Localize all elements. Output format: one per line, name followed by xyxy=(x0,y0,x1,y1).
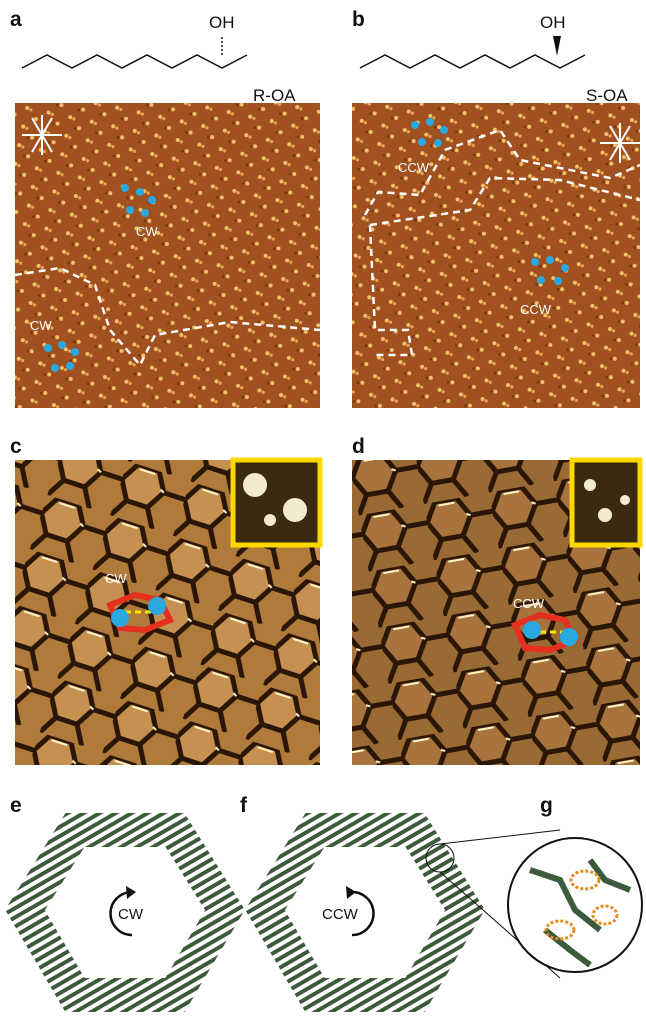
domain-label: CCW xyxy=(520,302,552,317)
panel-label: c xyxy=(10,435,22,458)
panel-label: b xyxy=(352,8,365,31)
rotation-label: CCW xyxy=(322,906,359,923)
stm-image xyxy=(15,103,320,408)
domain-label: CW xyxy=(136,224,158,239)
arrow-head xyxy=(346,886,356,899)
panel-label: a xyxy=(10,8,22,31)
panel-label: g xyxy=(540,794,553,817)
panel-label: d xyxy=(352,435,365,458)
domain-label: CW xyxy=(30,318,52,333)
molecule-label: R-OA xyxy=(253,86,296,105)
skeleton xyxy=(22,55,247,68)
figure: a b OH R-OA OH S-OA CW CW CCW CCW c d CW… xyxy=(0,0,646,1020)
inset xyxy=(233,460,320,545)
model-ring xyxy=(265,830,465,995)
group-label: OH xyxy=(209,13,235,32)
arrow-head xyxy=(126,886,136,899)
wedge-bond xyxy=(553,36,561,56)
domain-label: CCW xyxy=(398,160,430,175)
molecule-label: S-OA xyxy=(586,86,628,105)
panel-label: e xyxy=(10,794,22,817)
stm-image xyxy=(352,103,640,408)
structure-label: CW xyxy=(105,571,127,586)
group-label: OH xyxy=(540,13,566,32)
panel-label: f xyxy=(240,794,248,817)
structure-label: CCW xyxy=(513,596,545,611)
rotation-label: CW xyxy=(118,906,144,923)
skeleton xyxy=(360,55,585,68)
inset xyxy=(572,460,640,545)
